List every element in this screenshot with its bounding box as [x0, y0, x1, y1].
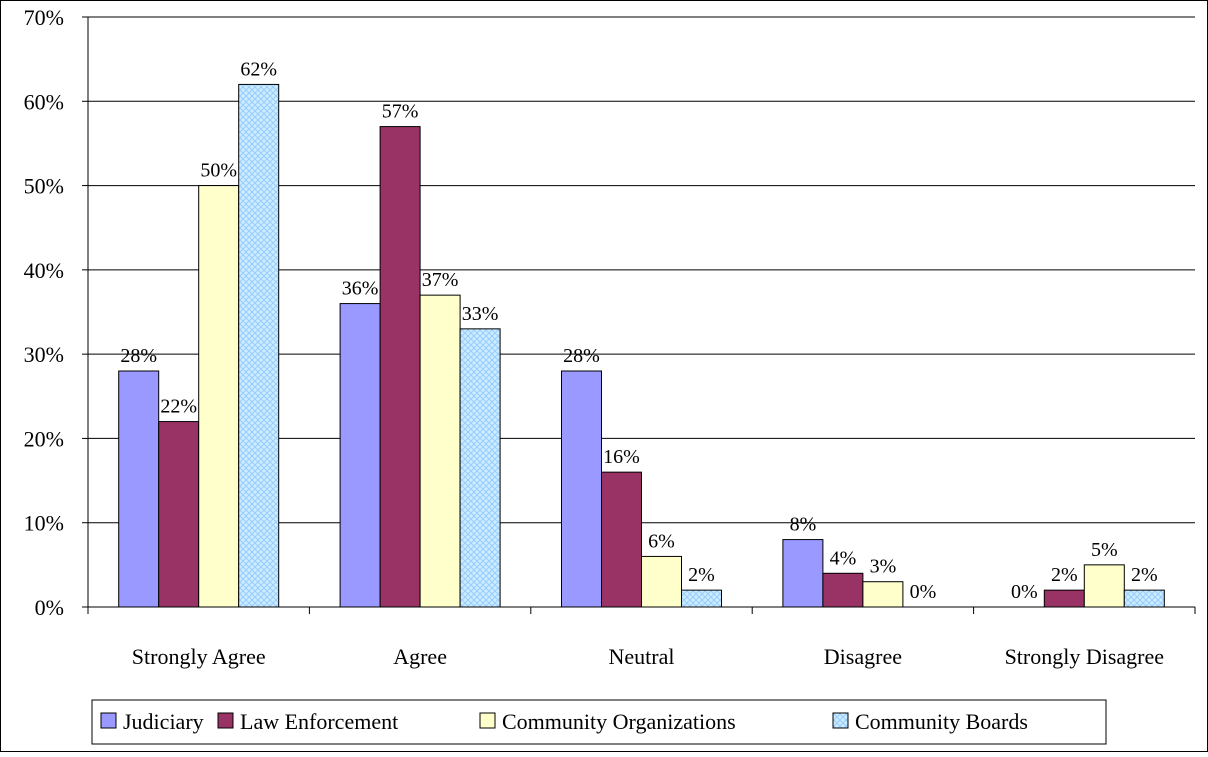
legend-item-community-organizations: Community Organizations	[479, 709, 736, 734]
y-tick-label: 10%	[24, 511, 64, 536]
legend-item-community-boards: Community Boards	[832, 709, 1028, 734]
value-label-judiciary-disagree: 8%	[790, 514, 817, 536]
bar-judiciary-disagree	[782, 539, 824, 608]
bar-law-enforcement-neutral	[601, 471, 642, 608]
bar-community-boards-strongly-disagree	[1123, 589, 1165, 608]
bar-judiciary-strongly-agree	[118, 370, 160, 608]
value-label-community-boards-agree: 33%	[462, 303, 499, 325]
y-tick-label: 70%	[24, 5, 64, 30]
legend-label-community-boards: Community Boards	[855, 709, 1028, 734]
bar-judiciary-neutral	[561, 370, 602, 608]
value-label-community-boards-disagree: 0%	[910, 581, 937, 603]
category-label-disagree: Disagree	[824, 644, 902, 669]
value-label-judiciary-strongly-agree: 28%	[120, 345, 157, 367]
legend-label-judiciary: Judiciary	[123, 709, 204, 734]
value-label-community-organizations-strongly-agree: 50%	[200, 160, 237, 182]
bar-law-enforcement-agree	[379, 126, 421, 608]
value-label-law-enforcement-strongly-disagree: 2%	[1051, 564, 1078, 586]
legend-label-law-enforcement: Law Enforcement	[240, 709, 398, 734]
value-label-law-enforcement-strongly-agree: 22%	[160, 396, 197, 418]
category-label-agree: Agree	[393, 644, 447, 669]
y-axis-tick-labels: 0% 10% 20% 30% 40% 50% 60% 70%	[24, 5, 64, 620]
value-label-community-boards-neutral: 2%	[688, 564, 715, 586]
y-tick-label: 30%	[24, 342, 64, 367]
y-tick-label: 20%	[24, 426, 64, 451]
bar-law-enforcement-disagree	[822, 572, 864, 608]
value-label-community-organizations-disagree: 3%	[870, 556, 897, 578]
value-label-community-organizations-strongly-disagree: 5%	[1091, 539, 1118, 561]
value-label-law-enforcement-neutral: 16%	[603, 446, 640, 468]
value-label-judiciary-strongly-disagree: 0%	[1011, 581, 1038, 603]
bar-community-boards-neutral	[681, 589, 722, 608]
y-tick-label: 0%	[35, 595, 64, 620]
value-label-community-boards-strongly-disagree: 2%	[1131, 564, 1158, 586]
bar-community-organizations-strongly-disagree	[1083, 564, 1125, 608]
value-label-community-organizations-neutral: 6%	[648, 530, 675, 552]
bar-law-enforcement-strongly-agree	[158, 421, 200, 608]
value-label-law-enforcement-disagree: 4%	[830, 547, 857, 569]
bar-community-boards-strongly-agree	[238, 83, 280, 608]
legend-swatch-judiciary	[100, 712, 117, 729]
bar-community-organizations-disagree	[862, 581, 904, 608]
value-label-law-enforcement-agree: 57%	[382, 101, 419, 123]
legend: Judiciary Law Enforcement Community Organi…	[91, 699, 1107, 745]
value-label-judiciary-neutral: 28%	[563, 345, 600, 367]
category-label-strongly-agree: Strongly Agree	[132, 644, 266, 669]
bar-community-organizations-agree	[419, 294, 461, 608]
bar-law-enforcement-strongly-disagree	[1043, 589, 1085, 608]
y-tick-label: 50%	[24, 174, 64, 199]
value-label-community-organizations-agree: 37%	[422, 269, 459, 291]
legend-box	[91, 699, 1107, 745]
legend-item-judiciary: Judiciary	[100, 709, 204, 734]
bar-community-organizations-neutral	[641, 555, 682, 608]
bars	[118, 83, 1165, 608]
legend-label-community-organizations: Community Organizations	[502, 709, 736, 734]
legend-swatch-community-boards	[832, 712, 849, 729]
bar-community-organizations-strongly-agree	[198, 185, 240, 608]
legend-swatch-law-enforcement	[217, 712, 234, 729]
y-tick-label: 40%	[24, 258, 64, 283]
value-labels: 28% 22% 50% 62% 36% 57% 37%33% 28% 16% 6% 2% 8% 4% 3%…	[120, 58, 1157, 603]
legend-swatch-community-organizations	[479, 712, 496, 729]
legend-item-law-enforcement: Law Enforcement	[217, 709, 398, 734]
x-axis-category-labels: Strongly Agree Agree Neutral Disagree Strong…	[132, 644, 1164, 669]
value-label-judiciary-agree: 36%	[342, 278, 379, 300]
bar-community-boards-agree	[459, 328, 501, 608]
category-label-strongly-disagree: Strongly Disagree	[1005, 644, 1164, 669]
bar-judiciary-agree	[339, 303, 381, 608]
value-label-community-boards-strongly-agree: 62%	[240, 58, 277, 80]
y-tick-label: 60%	[24, 89, 64, 114]
category-label-neutral: Neutral	[609, 644, 675, 669]
